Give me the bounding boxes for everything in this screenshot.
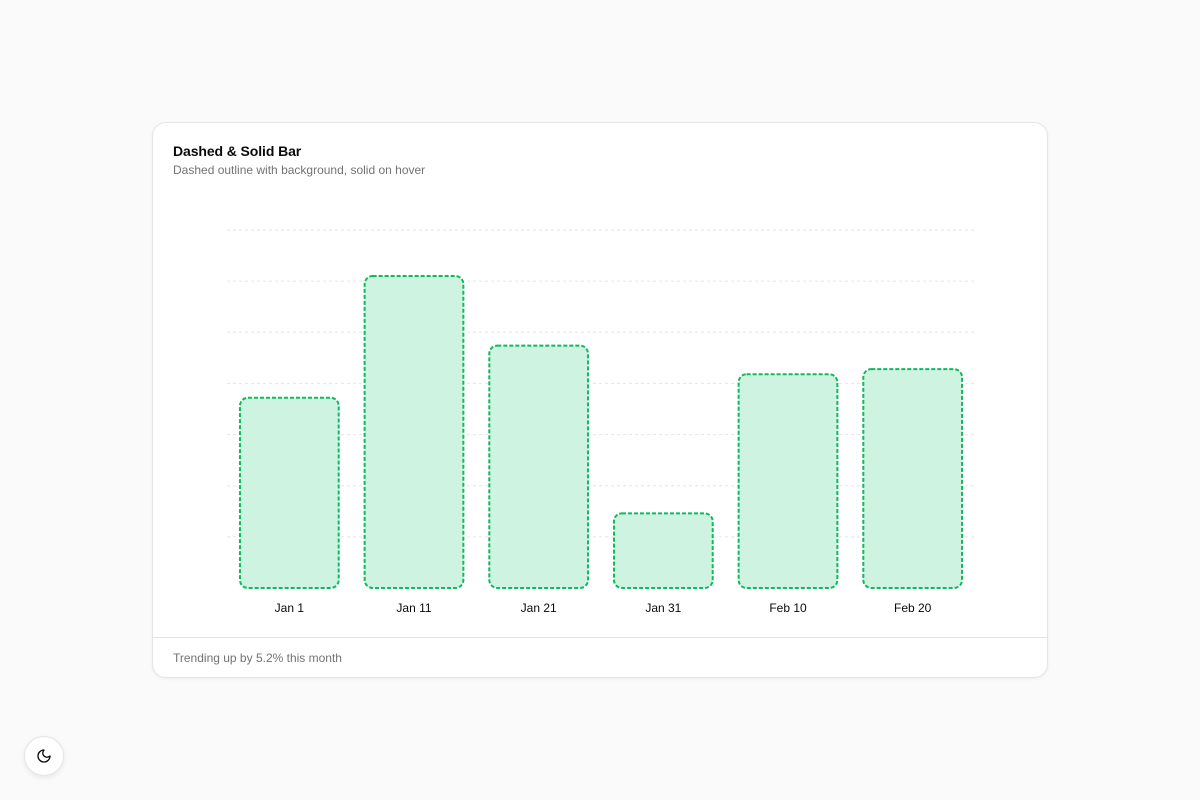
- bar[interactable]: [862, 368, 964, 589]
- grid-lines: [227, 229, 975, 538]
- x-tick-label: Jan 31: [645, 601, 681, 615]
- x-tick-label: Jan 1: [275, 601, 305, 615]
- card-title: Dashed & Solid Bar: [173, 143, 302, 159]
- bar[interactable]: [737, 373, 839, 589]
- card-header: Dashed & Solid Bar Dashed outline with b…: [173, 142, 425, 177]
- theme-toggle-button[interactable]: [24, 736, 64, 776]
- moon-icon: [36, 748, 52, 764]
- card-footer: Trending up by 5.2% this month: [153, 637, 1047, 677]
- card-description: Dashed outline with background, solid on…: [173, 163, 426, 177]
- footer-trend-text: Trending up by 5.2% this month: [173, 651, 342, 665]
- bar[interactable]: [488, 344, 590, 589]
- bar-chart: Jan 1 Jan 11 Jan 21 Jan 31 Feb 10 Feb 20: [153, 123, 1047, 637]
- bar-chart-svg: Jan 1 Jan 11 Jan 21 Jan 31 Feb 10 Feb 20: [227, 229, 975, 615]
- bar[interactable]: [363, 275, 465, 589]
- x-tick-label: Jan 11: [396, 601, 431, 615]
- chart-card: Dashed & Solid Bar Dashed outline with b…: [152, 122, 1048, 678]
- x-tick-label: Jan 21: [521, 601, 557, 615]
- x-tick-label: Feb 10: [769, 601, 807, 615]
- bar[interactable]: [612, 512, 714, 589]
- bar[interactable]: [238, 396, 340, 589]
- x-tick-label: Feb 20: [894, 601, 932, 615]
